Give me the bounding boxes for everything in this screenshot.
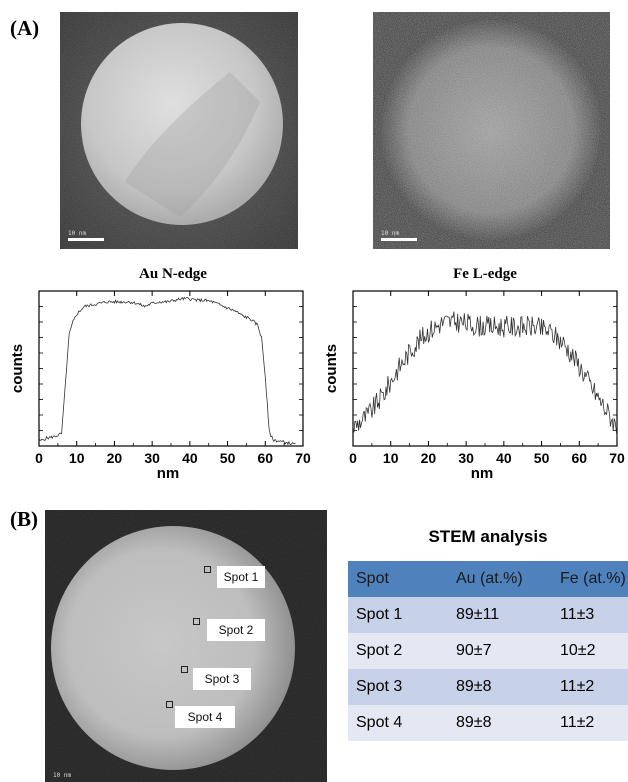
x-tick-label: 10 [383, 450, 399, 466]
cell-fe: 11±2 [552, 705, 628, 741]
cell-au: 90±7 [448, 633, 552, 669]
panel-label-a: (A) [10, 16, 40, 40]
stem-analysis-table: Spot Au (at.%) Fe (at.%) Spot 1 89±11 11… [348, 561, 628, 741]
cell-spot: Spot 1 [348, 597, 448, 633]
spot-4-marker [166, 701, 173, 708]
fe-plot-title: Fe L-edge [453, 266, 517, 282]
cell-au: 89±8 [448, 669, 552, 705]
plot-frame [38, 290, 304, 447]
spot-1-label: Spot 1 [217, 566, 265, 588]
header-spot: Spot [348, 561, 448, 597]
y-axis-label: counts [323, 344, 340, 393]
x-tick-label: 60 [257, 450, 273, 466]
series-line [38, 296, 296, 446]
series-line [352, 311, 618, 437]
cell-fe: 10±2 [552, 633, 628, 669]
cell-spot: Spot 4 [348, 705, 448, 741]
x-tick-label: 30 [144, 450, 160, 466]
au-plot-title: Au N-edge [139, 266, 207, 282]
header-fe: Fe (at.%) [552, 561, 628, 597]
x-tick-label: 70 [295, 450, 311, 466]
fe-edge-line-chart: 0 10 20 30 40 50 60 70 nm counts [323, 290, 625, 482]
cell-au: 89±11 [448, 597, 552, 633]
cell-fe: 11±3 [552, 597, 628, 633]
table-row: Spot 2 90±7 10±2 [348, 633, 628, 669]
scale-bar-label: 10 nm [68, 230, 87, 237]
stem-table-title: STEM analysis [428, 527, 548, 546]
x-tick-label: 40 [496, 450, 512, 466]
cell-spot: Spot 3 [348, 669, 448, 705]
x-axis-label: nm [157, 465, 180, 482]
x-tick-label: 20 [421, 450, 437, 466]
x-tick-label: 50 [534, 450, 550, 466]
x-tick-label: 0 [349, 450, 357, 466]
cell-spot: Spot 2 [348, 633, 448, 669]
spot-4-label: Spot 4 [175, 706, 235, 728]
panel-label-b: (B) [10, 507, 38, 531]
spot-2-label: Spot 2 [207, 619, 265, 641]
cell-au: 89±8 [448, 705, 552, 741]
spot-3-label: Spot 3 [193, 668, 251, 690]
x-tick-label: 70 [609, 450, 625, 466]
table-row: Spot 3 89±8 11±2 [348, 669, 628, 705]
x-tick-label: 10 [69, 450, 85, 466]
spot-2-marker [193, 618, 200, 625]
y-axis-label: counts [9, 344, 26, 393]
x-tick-label: 0 [35, 450, 43, 466]
au-edge-line-chart: 0 10 20 30 40 50 60 70 nm counts [9, 290, 311, 482]
x-axis-label: nm [471, 465, 494, 482]
x-tick-label: 30 [458, 450, 474, 466]
x-tick-label: 60 [571, 450, 587, 466]
x-tick-label: 20 [107, 450, 123, 466]
x-tick-label: 50 [220, 450, 236, 466]
cell-fe: 11±2 [552, 669, 628, 705]
fe-elemental-map: 10 nm [373, 12, 610, 249]
au-haadf-micrograph: 10 nm [60, 12, 298, 249]
spot-1-marker [204, 566, 211, 573]
plot-frame [352, 290, 618, 447]
stem-spot-micrograph: 10 nm Spot 1 Spot 2 Spot 3 Spot 4 [45, 510, 327, 782]
spot-3-marker [181, 666, 188, 673]
table-row: Spot 4 89±8 11±2 [348, 705, 628, 741]
table-header-row: Spot Au (at.%) Fe (at.%) [348, 561, 628, 597]
scale-bar-label: 10 nm [381, 230, 400, 237]
header-au: Au (at.%) [448, 561, 552, 597]
scale-bar-label: 10 nm [53, 772, 72, 779]
table-row: Spot 1 89±11 11±3 [348, 597, 628, 633]
x-tick-label: 40 [182, 450, 198, 466]
